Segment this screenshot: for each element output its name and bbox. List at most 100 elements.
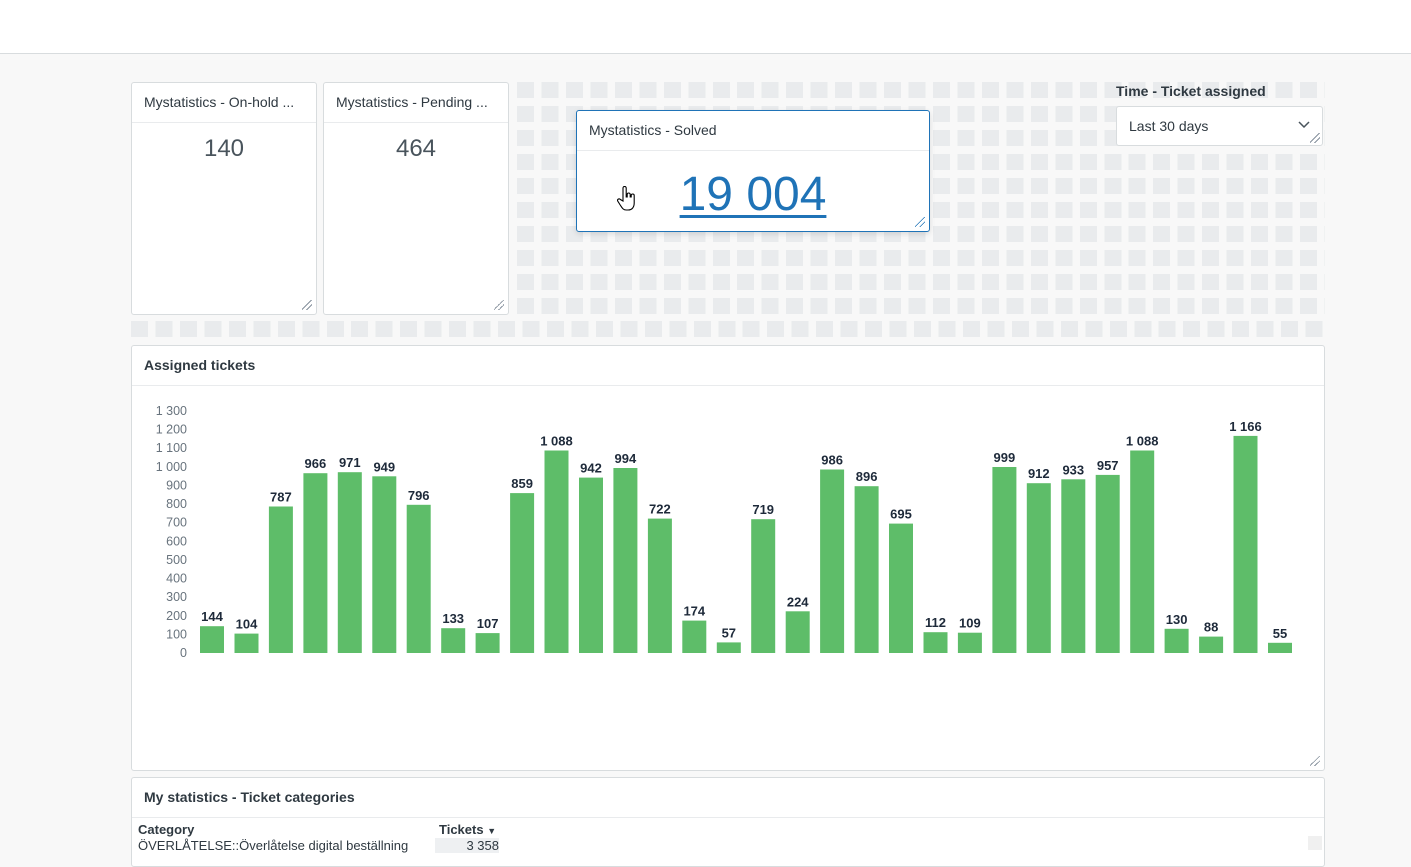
y-tick-label: 400 [166, 572, 187, 586]
pending-widget-title: Mystatistics - Pending ... [324, 83, 508, 123]
chart-bar[interactable] [1164, 628, 1189, 653]
y-tick-label: 1 100 [156, 441, 187, 455]
onhold-widget-value[interactable]: 140 [203, 135, 245, 162]
chart-bar[interactable] [992, 467, 1017, 653]
y-tick-label: 1 200 [156, 423, 187, 437]
resize-handle-icon[interactable] [494, 300, 504, 310]
chart-bar[interactable] [647, 518, 672, 653]
bar-data-label: 957 [1097, 458, 1119, 473]
y-tick-label: 1 300 [156, 404, 187, 418]
onhold-widget[interactable]: Mystatistics - On-hold ... 140 [131, 82, 317, 315]
chart-bar[interactable] [1026, 483, 1051, 653]
resize-handle-icon[interactable] [915, 217, 925, 227]
assigned-tickets-widget[interactable]: Assigned tickets 0 100 200 300 400 500 600 700 8… [131, 345, 1325, 771]
column-header-tickets[interactable]: Tickets ▼ [439, 822, 496, 837]
bar-data-label: 695 [890, 507, 912, 522]
y-tick-label: 500 [166, 553, 187, 567]
chart-bar[interactable] [923, 632, 948, 653]
bar-data-label: 130 [1166, 612, 1188, 627]
resize-handle-icon[interactable] [1310, 133, 1320, 143]
chart-bar[interactable] [1199, 636, 1224, 653]
table-cell-category: ÖVERLÅTELSE::Överlåtelse digital beställ… [138, 838, 409, 853]
bar-data-label: 109 [959, 616, 981, 631]
bar-data-label: 999 [994, 450, 1016, 465]
chart-bar[interactable] [1061, 479, 1086, 653]
chart-bar[interactable] [889, 523, 913, 653]
time-filter-select[interactable]: Last 30 days [1116, 106, 1323, 146]
bar-data-label: 949 [373, 459, 395, 474]
y-tick-label: 0 [180, 646, 187, 660]
chart-bar[interactable] [337, 472, 362, 653]
chart-bar[interactable] [234, 633, 259, 653]
time-filter-label: Time - Ticket assigned [1116, 83, 1266, 99]
bar-data-label: 787 [270, 490, 292, 505]
column-header-tickets-label: Tickets [439, 822, 484, 837]
bar-data-label: 1 088 [540, 434, 573, 449]
solved-widget[interactable]: Mystatistics - Solved 19 004 [576, 110, 930, 232]
chart-bar[interactable] [957, 632, 982, 653]
hand-pointer-icon [617, 186, 635, 211]
chart-bar[interactable] [1233, 435, 1258, 653]
bar-data-label: 55 [1273, 626, 1287, 641]
time-filter-value: Last 30 days [1129, 118, 1209, 134]
chart-bar[interactable] [751, 519, 776, 653]
bar-data-label: 722 [649, 502, 671, 517]
bar-data-label: 986 [821, 453, 843, 468]
ticket-categories-title: My statistics - Ticket categories [132, 778, 1324, 818]
chart-bar[interactable] [1095, 474, 1120, 653]
bar-data-label: 1 166 [1229, 419, 1262, 434]
bar-data-label: 57 [722, 625, 736, 640]
bar-data-label: 1 088 [1126, 434, 1159, 449]
chart-bar[interactable] [785, 611, 810, 653]
bar-data-label: 912 [1028, 466, 1050, 481]
chart-bar[interactable] [303, 473, 328, 653]
bar-data-label: 971 [339, 455, 361, 470]
assigned-tickets-title: Assigned tickets [132, 346, 1324, 386]
chart-bar[interactable] [613, 468, 638, 653]
bar-data-label: 112 [925, 615, 946, 630]
bar-data-label: 88 [1204, 620, 1218, 635]
y-tick-label: 800 [166, 497, 187, 511]
y-tick-label: 900 [166, 479, 187, 493]
resize-handle-icon[interactable] [1310, 756, 1320, 766]
bar-data-label: 966 [305, 456, 327, 471]
y-tick-label: 200 [166, 609, 187, 623]
solved-widget-value[interactable]: 19 004 [679, 168, 827, 221]
chart-bar[interactable] [200, 626, 224, 653]
pending-widget[interactable]: Mystatistics - Pending ... 464 [323, 82, 509, 315]
solved-widget-title: Mystatistics - Solved [577, 111, 929, 151]
pending-widget-value[interactable]: 464 [395, 135, 437, 162]
y-tick-label: 600 [166, 534, 187, 548]
chart-bar[interactable] [682, 620, 707, 653]
chart-bar[interactable] [268, 506, 293, 654]
chart-bar[interactable] [1268, 642, 1292, 653]
y-tick-label: 300 [166, 590, 187, 604]
bar-data-label: 933 [1062, 462, 1084, 477]
chart-bar[interactable] [820, 469, 845, 654]
chart-bar[interactable] [372, 476, 397, 653]
chart-bar[interactable] [544, 450, 569, 654]
y-tick-label: 100 [166, 627, 187, 641]
table-cell-tickets: 3 358 [435, 838, 499, 853]
chart-bar[interactable] [406, 504, 431, 653]
bar-data-label: 942 [580, 461, 602, 476]
bar-data-label: 859 [511, 476, 533, 491]
chart-bar[interactable] [579, 477, 603, 653]
bar-data-label: 104 [236, 617, 258, 632]
sort-desc-icon: ▼ [487, 826, 497, 836]
bar-data-label: 719 [752, 502, 774, 517]
chevron-down-icon [1298, 121, 1310, 129]
ticket-categories-widget[interactable]: My statistics - Ticket categories Catego… [131, 777, 1325, 867]
chart-bar[interactable] [716, 642, 741, 653]
bar-data-label: 994 [615, 451, 637, 466]
assigned-tickets-chart: 0 100 200 300 400 500 600 700 800 900 1 000 1 100 1 … [156, 404, 1292, 660]
bar-data-label: 174 [683, 604, 705, 619]
column-header-category[interactable]: Category [138, 822, 195, 837]
chart-bar[interactable] [510, 493, 535, 653]
chart-bar[interactable] [441, 628, 466, 653]
chart-bar[interactable] [1130, 450, 1155, 654]
chart-bar[interactable] [854, 486, 879, 653]
resize-handle-icon[interactable] [302, 300, 312, 310]
scroll-up-button[interactable] [1308, 836, 1322, 850]
chart-bar[interactable] [475, 633, 500, 653]
